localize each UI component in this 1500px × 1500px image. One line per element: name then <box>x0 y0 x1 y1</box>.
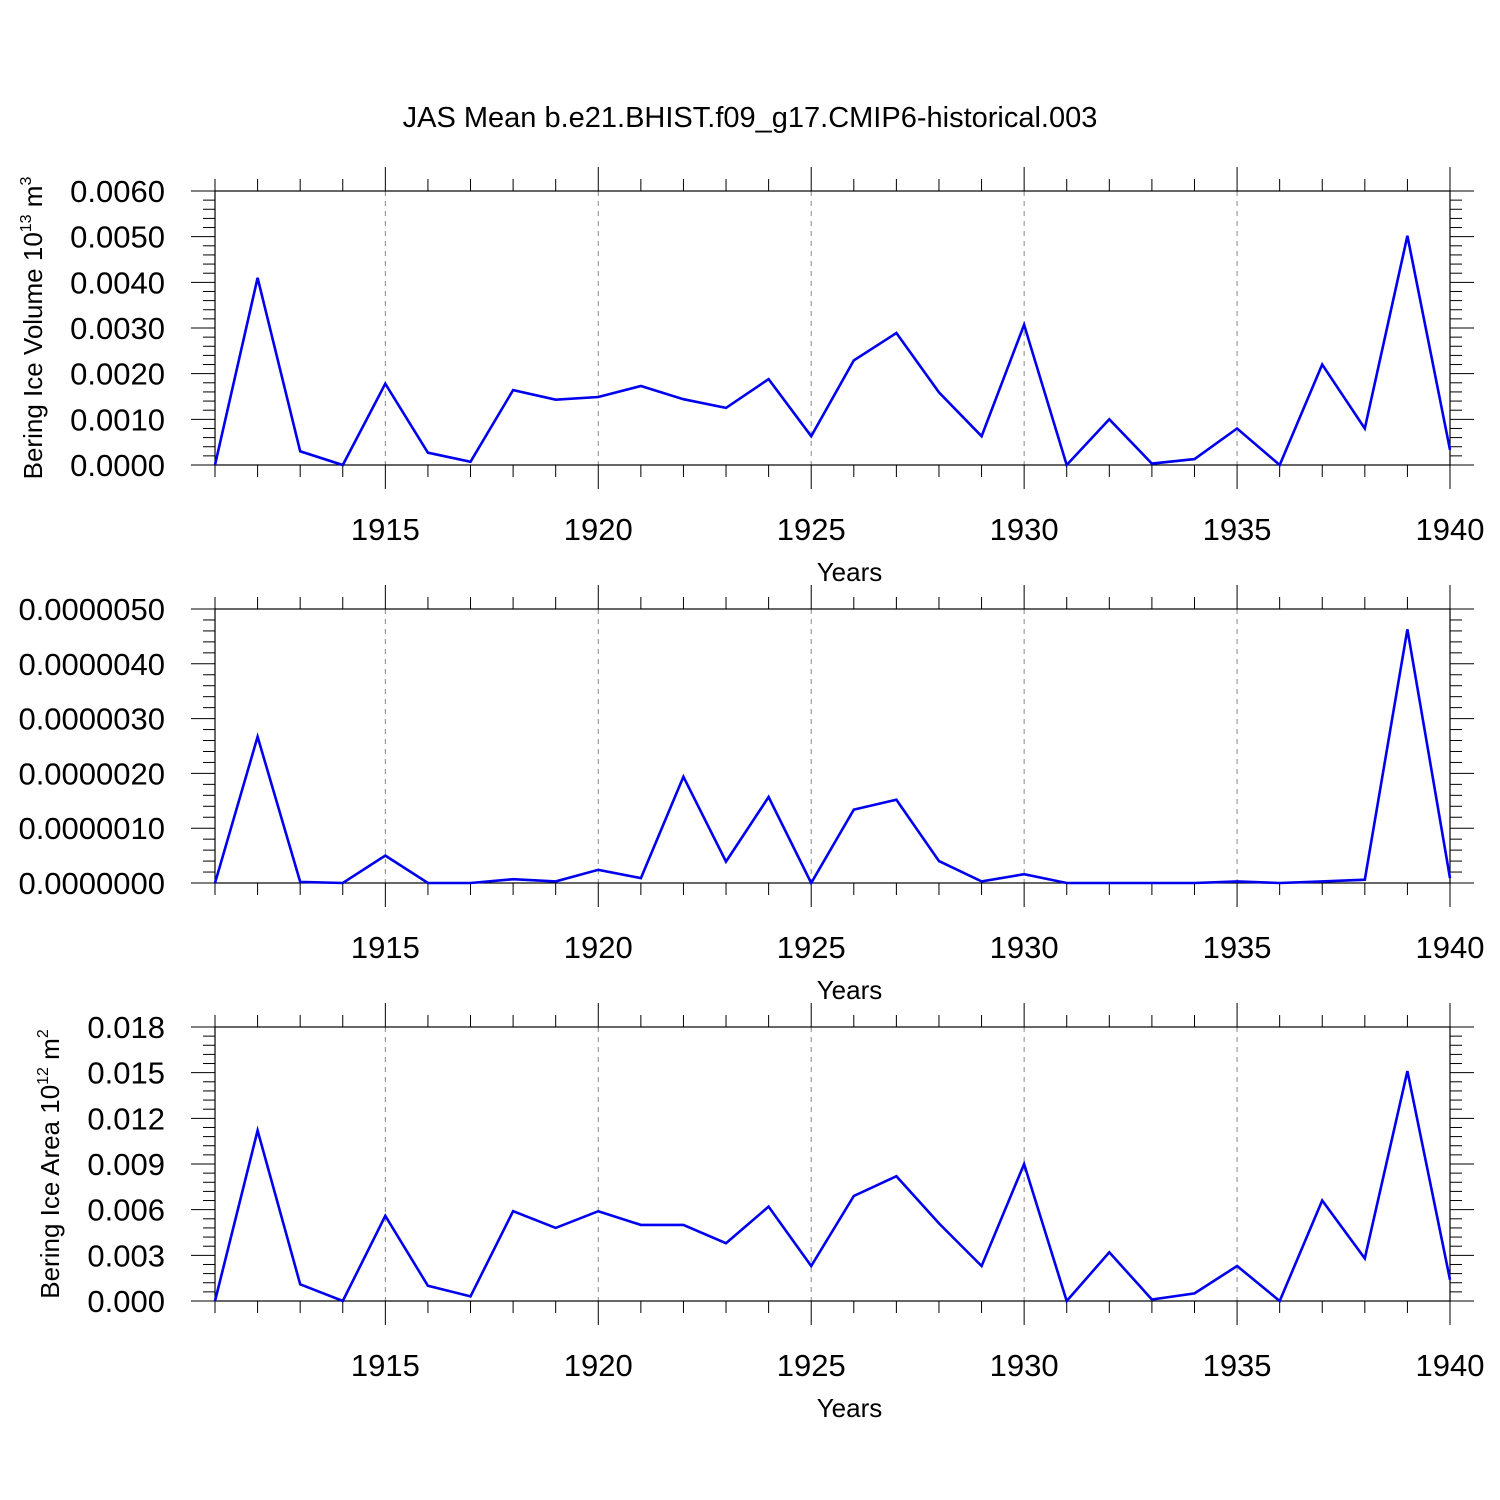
plot-frame <box>214 1026 1451 1302</box>
x-tick-label: 1935 <box>1203 512 1272 547</box>
y-tick-label: 0.0030 <box>70 311 165 346</box>
x-tick-label: 1940 <box>1416 1348 1485 1383</box>
series-line-1 <box>213 235 1452 468</box>
chart-panel-1: 1915 1920 1925 1930 1935 1940 Years 0.0000 0.001… <box>18 167 1484 587</box>
x-axis-label: Years <box>817 975 883 1005</box>
y-tick-label: 0.0020 <box>70 357 165 392</box>
x-tick-label: 1920 <box>564 930 633 965</box>
y-tick-label: 0.003 <box>87 1238 165 1273</box>
y-tick-label: 0.0000010 <box>18 811 165 846</box>
series-line-1 <box>213 629 1452 886</box>
y-axis-label: Bering Ice Area 1012 m2 <box>35 1029 65 1299</box>
y-tick-label: 0.009 <box>87 1147 165 1182</box>
y-tick-label: 0.0000 <box>70 448 165 483</box>
y-tick-label: 0.0000050 <box>18 592 165 627</box>
x-tick-label: 1940 <box>1416 512 1485 547</box>
x-tick-label: 1920 <box>564 1348 633 1383</box>
x-tick-label: 1930 <box>990 512 1059 547</box>
y-axis-label: Bering Ice Volume 1013 m3 <box>18 177 48 480</box>
y-tick-label: 0.0050 <box>70 220 165 255</box>
x-tick-label: 1930 <box>990 1348 1059 1383</box>
y-tick-label: 0.0040 <box>70 265 165 300</box>
x-tick-label: 1915 <box>351 1348 420 1383</box>
y-tick-label: 0.0000040 <box>18 647 165 682</box>
y-tick-label: 0.0000030 <box>18 702 165 737</box>
y-tick-label: 0.0060 <box>70 174 165 209</box>
plot-frame <box>214 608 1451 884</box>
series-line-1 <box>213 1070 1452 1304</box>
panels: 1915 1920 1925 1930 1935 1940 Years 0.0000 0.001… <box>18 167 1484 1423</box>
chart-panel-3: 1915 1920 1925 1930 1935 1940 Years 0.000 0.003 0… <box>35 1003 1484 1423</box>
y-tick-label: 0.012 <box>87 1101 165 1136</box>
y-tick-label: 0.000 <box>87 1284 165 1319</box>
y-tick-label: 0.0000000 <box>18 866 165 901</box>
y-tick-label: 0.018 <box>87 1010 165 1045</box>
x-tick-label: 1925 <box>777 512 846 547</box>
x-tick-label: 1940 <box>1416 930 1485 965</box>
x-tick-label: 1915 <box>351 512 420 547</box>
x-tick-label: 1930 <box>990 930 1059 965</box>
x-tick-label: 1925 <box>777 1348 846 1383</box>
y-tick-label: 0.0000020 <box>18 756 165 791</box>
y-tick-label: 0.0010 <box>70 402 165 437</box>
figure-title: JAS Mean b.e21.BHIST.f09_g17.CMIP6-histo… <box>403 102 1098 134</box>
x-tick-label: 1935 <box>1203 930 1272 965</box>
chart-panel-2: 1915 1920 1925 1930 1935 1940 Years 0.0000000 0.… <box>18 585 1484 1005</box>
x-tick-label: 1935 <box>1203 1348 1272 1383</box>
plot-frame <box>214 190 1451 466</box>
x-tick-label: 1915 <box>351 930 420 965</box>
x-tick-label: 1920 <box>564 512 633 547</box>
x-axis-label: Years <box>817 557 883 587</box>
x-axis-label: Years <box>817 1393 883 1423</box>
y-tick-label: 0.006 <box>87 1193 165 1228</box>
y-tick-label: 0.015 <box>87 1056 165 1091</box>
x-tick-label: 1925 <box>777 930 846 965</box>
